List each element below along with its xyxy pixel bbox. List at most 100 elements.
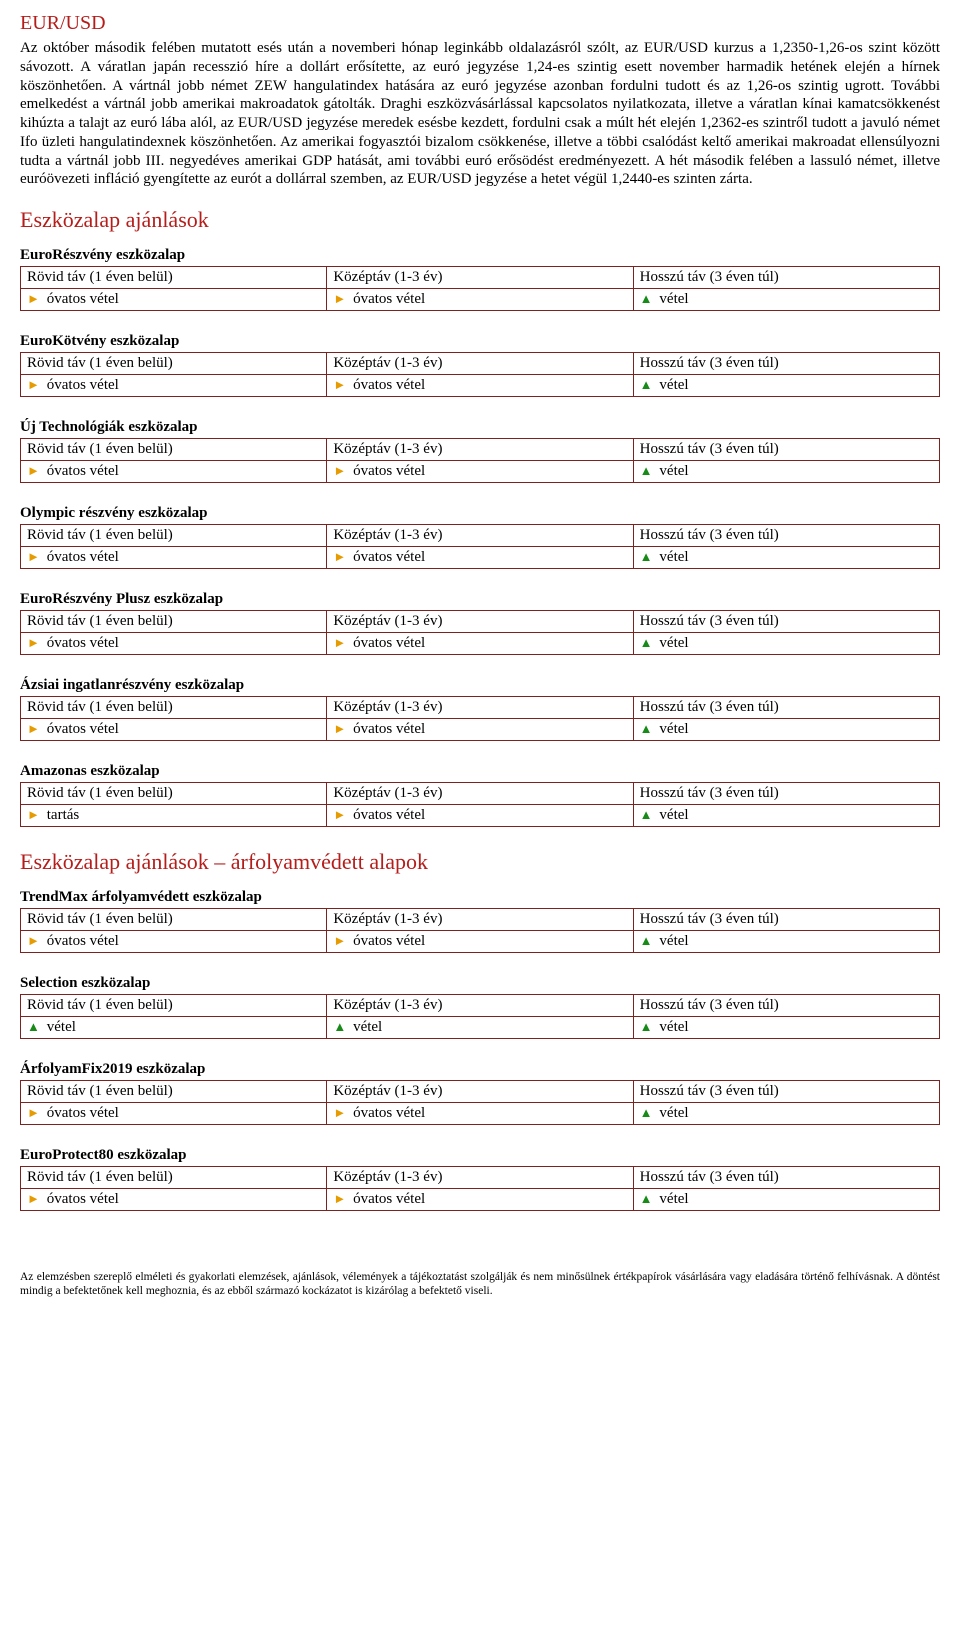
recommendation-table: Rövid táv (1 éven belül)Középtáv (1-3 év… bbox=[20, 1080, 940, 1125]
rec-mid: ► óvatos vétel bbox=[327, 461, 633, 483]
header-short: Rövid táv (1 éven belül) bbox=[21, 611, 327, 633]
triangle-right-icon: ► bbox=[27, 377, 43, 393]
rec-long: ▲ vétel bbox=[633, 289, 939, 311]
header-long: Hosszú táv (3 éven túl) bbox=[633, 1167, 939, 1189]
rec-long: ▲ vétel bbox=[633, 547, 939, 569]
fund-block: Ázsiai ingatlanrészvény eszközalap Rövid … bbox=[20, 677, 940, 741]
rec-short: ► óvatos vétel bbox=[21, 719, 327, 741]
recommendation-table: Rövid táv (1 éven belül)Középtáv (1-3 év… bbox=[20, 352, 940, 397]
triangle-up-icon: ▲ bbox=[640, 463, 656, 479]
rec-long: ▲ vétel bbox=[633, 375, 939, 397]
header-mid: Középtáv (1-3 év) bbox=[327, 525, 633, 547]
triangle-up-icon: ▲ bbox=[640, 807, 656, 823]
triangle-up-icon: ▲ bbox=[333, 1019, 349, 1035]
triangle-right-icon: ► bbox=[333, 291, 349, 307]
rec-long: ▲ vétel bbox=[633, 805, 939, 827]
triangle-right-icon: ► bbox=[27, 291, 43, 307]
triangle-up-icon: ▲ bbox=[640, 1191, 656, 1207]
funds-list-1: EuroRészvény eszközalap Rövid táv (1 éven… bbox=[20, 247, 940, 827]
fund-name: EuroRészvény eszközalap bbox=[20, 247, 940, 264]
fund-name: Új Technológiák eszközalap bbox=[20, 419, 940, 436]
triangle-up-icon: ▲ bbox=[640, 549, 656, 565]
rec-mid: ► óvatos vétel bbox=[327, 1189, 633, 1211]
triangle-right-icon: ► bbox=[333, 721, 349, 737]
rec-mid: ► óvatos vétel bbox=[327, 805, 633, 827]
triangle-right-icon: ► bbox=[333, 807, 349, 823]
rec-mid: ► óvatos vétel bbox=[327, 633, 633, 655]
section-title-2: Eszközalap ajánlások – árfolyamvédett al… bbox=[20, 849, 940, 875]
recommendation-table: Rövid táv (1 éven belül)Középtáv (1-3 év… bbox=[20, 266, 940, 311]
rec-long: ▲ vétel bbox=[633, 719, 939, 741]
rec-long: ▲ vétel bbox=[633, 1189, 939, 1211]
footer-disclaimer: Az elemzésben szereplő elméleti és gyako… bbox=[20, 1271, 940, 1299]
header-short: Rövid táv (1 éven belül) bbox=[21, 1081, 327, 1103]
header-short: Rövid táv (1 éven belül) bbox=[21, 995, 327, 1017]
header-long: Hosszú táv (3 éven túl) bbox=[633, 909, 939, 931]
rec-mid: ► óvatos vétel bbox=[327, 719, 633, 741]
header-mid: Középtáv (1-3 év) bbox=[327, 439, 633, 461]
rec-mid: ► óvatos vétel bbox=[327, 289, 633, 311]
header-short: Rövid táv (1 éven belül) bbox=[21, 1167, 327, 1189]
header-long: Hosszú táv (3 éven túl) bbox=[633, 783, 939, 805]
header-short: Rövid táv (1 éven belül) bbox=[21, 697, 327, 719]
triangle-right-icon: ► bbox=[27, 635, 43, 651]
header-mid: Középtáv (1-3 év) bbox=[327, 783, 633, 805]
section-title-1: Eszközalap ajánlások bbox=[20, 207, 940, 233]
rec-long: ▲ vétel bbox=[633, 1017, 939, 1039]
rec-long: ▲ vétel bbox=[633, 1103, 939, 1125]
triangle-right-icon: ► bbox=[333, 1191, 349, 1207]
header-mid: Középtáv (1-3 év) bbox=[327, 909, 633, 931]
header-mid: Középtáv (1-3 év) bbox=[327, 697, 633, 719]
fund-name: Ázsiai ingatlanrészvény eszközalap bbox=[20, 677, 940, 694]
header-mid: Középtáv (1-3 év) bbox=[327, 995, 633, 1017]
fund-block: Amazonas eszközalapRövid táv (1 éven bel… bbox=[20, 763, 940, 827]
triangle-up-icon: ▲ bbox=[640, 291, 656, 307]
fund-name: ÁrfolyamFix2019 eszközalap bbox=[20, 1061, 940, 1078]
header-mid: Középtáv (1-3 év) bbox=[327, 1081, 633, 1103]
triangle-right-icon: ► bbox=[27, 807, 43, 823]
fund-block: Olympic részvény eszközalapRövid táv (1 … bbox=[20, 505, 940, 569]
triangle-right-icon: ► bbox=[333, 463, 349, 479]
rec-long: ▲ vétel bbox=[633, 931, 939, 953]
triangle-right-icon: ► bbox=[27, 463, 43, 479]
rec-short: ► tartás bbox=[21, 805, 327, 827]
header-long: Hosszú táv (3 éven túl) bbox=[633, 611, 939, 633]
triangle-up-icon: ▲ bbox=[640, 635, 656, 651]
header-mid: Középtáv (1-3 év) bbox=[327, 611, 633, 633]
rec-short: ▲ vétel bbox=[21, 1017, 327, 1039]
triangle-right-icon: ► bbox=[333, 377, 349, 393]
triangle-right-icon: ► bbox=[27, 721, 43, 737]
recommendation-table: Rövid táv (1 éven belül)Középtáv (1-3 év… bbox=[20, 524, 940, 569]
recommendation-table: Rövid táv (1 éven belül)Középtáv (1-3 év… bbox=[20, 438, 940, 483]
fund-block: Selection eszközalapRövid táv (1 éven be… bbox=[20, 975, 940, 1039]
header-long: Hosszú táv (3 éven túl) bbox=[633, 267, 939, 289]
triangle-right-icon: ► bbox=[333, 635, 349, 651]
fund-name: EuroKötvény eszközalap bbox=[20, 333, 940, 350]
recommendation-table: Rövid táv (1 éven belül)Középtáv (1-3 év… bbox=[20, 782, 940, 827]
triangle-right-icon: ► bbox=[27, 933, 43, 949]
recommendation-table: Rövid táv (1 éven belül)Középtáv (1-3 év… bbox=[20, 1166, 940, 1211]
recommendation-table: Rövid táv (1 éven belül)Középtáv (1-3 év… bbox=[20, 908, 940, 953]
fund-block: ÁrfolyamFix2019 eszközalap Rövid táv (1 é… bbox=[20, 1061, 940, 1125]
header-long: Hosszú táv (3 éven túl) bbox=[633, 525, 939, 547]
body-paragraph: Az október második felében mutatott esés… bbox=[20, 39, 940, 189]
triangle-right-icon: ► bbox=[27, 1105, 43, 1121]
fund-block: TrendMax árfolyamvédett eszközalapRövid … bbox=[20, 889, 940, 953]
triangle-up-icon: ▲ bbox=[27, 1019, 43, 1035]
rec-mid: ▲ vétel bbox=[327, 1017, 633, 1039]
fund-name: EuroRészvény Plusz eszközalap bbox=[20, 591, 940, 608]
page-title: EUR/USD bbox=[20, 12, 940, 35]
triangle-right-icon: ► bbox=[27, 549, 43, 565]
header-long: Hosszú táv (3 éven túl) bbox=[633, 439, 939, 461]
fund-block: EuroProtect80 eszközalapRövid táv (1 éve… bbox=[20, 1147, 940, 1211]
header-mid: Középtáv (1-3 év) bbox=[327, 267, 633, 289]
rec-mid: ► óvatos vétel bbox=[327, 931, 633, 953]
header-long: Hosszú táv (3 éven túl) bbox=[633, 697, 939, 719]
rec-short: ► óvatos vétel bbox=[21, 547, 327, 569]
rec-short: ► óvatos vétel bbox=[21, 931, 327, 953]
fund-block: EuroRészvény eszközalap Rövid táv (1 éven… bbox=[20, 247, 940, 311]
rec-long: ▲ vétel bbox=[633, 461, 939, 483]
triangle-right-icon: ► bbox=[27, 1191, 43, 1207]
rec-mid: ► óvatos vétel bbox=[327, 375, 633, 397]
triangle-right-icon: ► bbox=[333, 933, 349, 949]
